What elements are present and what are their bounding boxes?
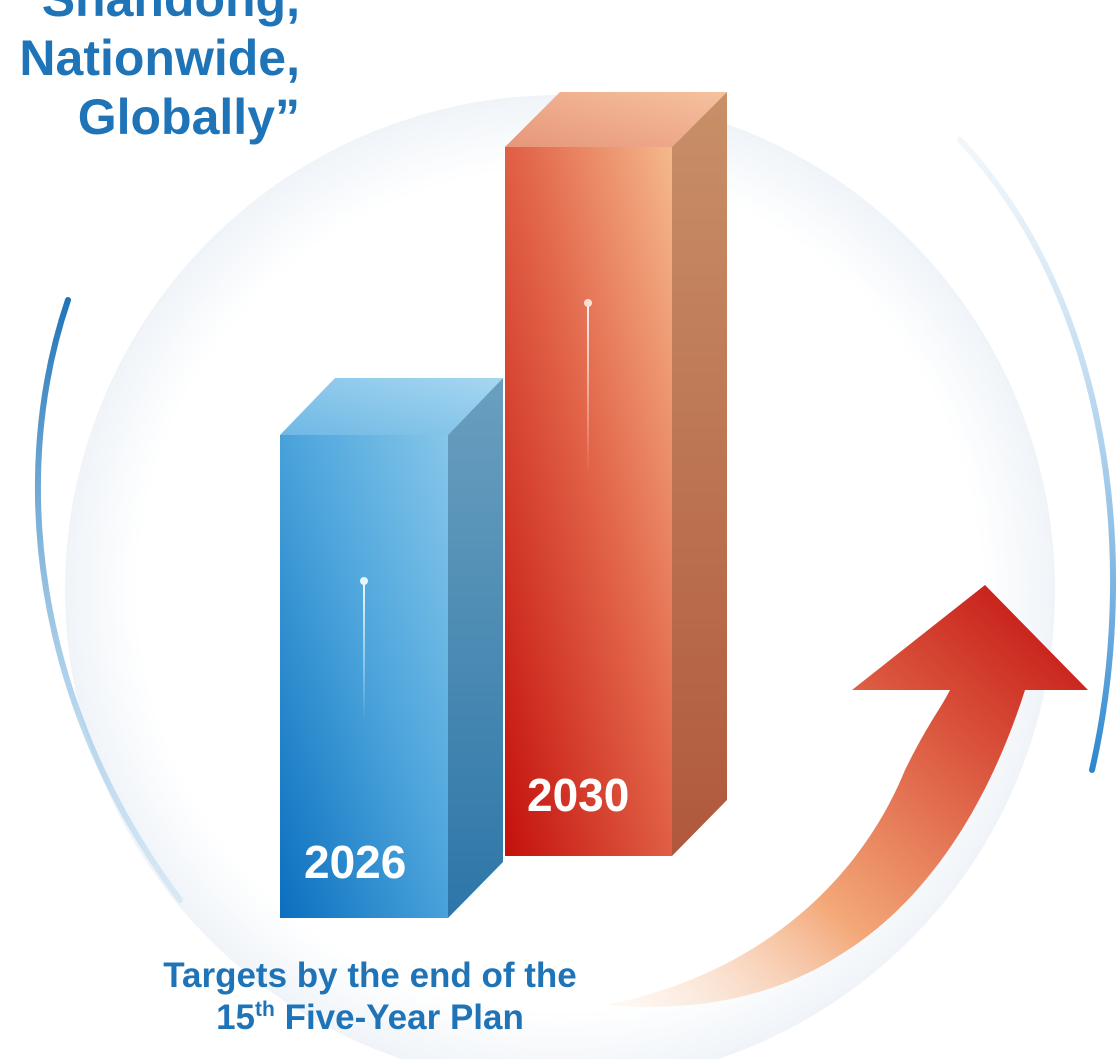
ring-arc-right (957, 137, 1117, 773)
bar-2030-side (672, 92, 727, 856)
bar-2030-sparkle-dot (584, 299, 592, 307)
growth-arrow-icon (605, 585, 1088, 1007)
caption: Targets by the end of the 15th Five-Year… (70, 955, 670, 1039)
headline-line-2: Nationwide, (19, 30, 300, 86)
bar-2030-top (505, 92, 727, 147)
headline-line-3: Globally” (77, 89, 300, 145)
bar-2030-sparkle (587, 304, 589, 474)
bar-2026 (280, 378, 503, 918)
caption-ordinal-suffix: th (255, 998, 275, 1021)
caption-ordinal-number: 15 (216, 998, 256, 1037)
bar-2026-sparkle (363, 582, 365, 722)
ring-arc-left (34, 297, 183, 903)
bar-2030 (505, 92, 727, 856)
caption-line-2-rest: Five-Year Plan (274, 998, 524, 1037)
bar-2026-top (280, 378, 503, 435)
headline: Shandong, Nationwide, Globally” (0, 0, 300, 147)
caption-line-1: Targets by the end of the (163, 956, 577, 995)
headline-line-1: Shandong, (0, 0, 300, 29)
caption-line-2: 15th Five-Year Plan (70, 997, 670, 1039)
bar-2026-sparkle-dot (360, 577, 368, 585)
bar-2026-side (448, 378, 503, 918)
bar-2030-front (505, 147, 672, 856)
bar-2030-label: 2030 (527, 769, 630, 821)
bar-2026-label: 2026 (304, 836, 407, 888)
